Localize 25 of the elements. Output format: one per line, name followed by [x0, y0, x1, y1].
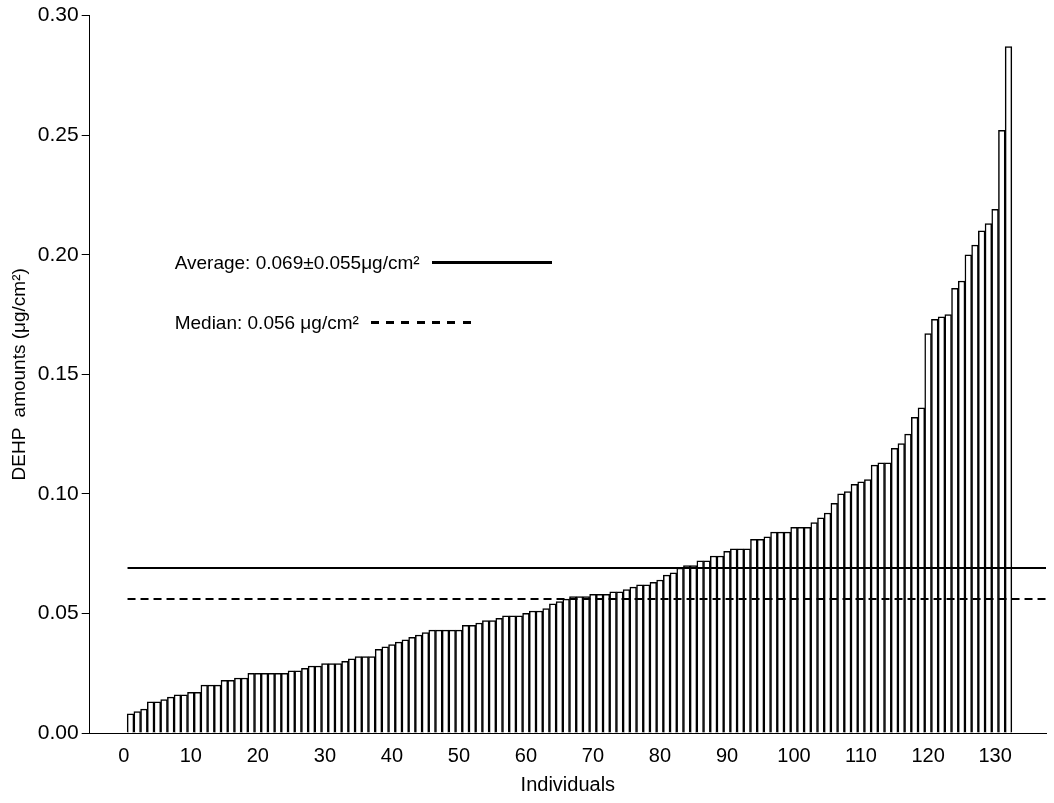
x-tick-label: 20 — [246, 743, 269, 766]
x-tick-label: 80 — [648, 743, 672, 766]
x-tick-label: 40 — [380, 743, 404, 766]
y-tick-label: 0.00 — [37, 719, 79, 743]
y-tick-label: 0.10 — [37, 480, 79, 504]
legend-label: Average: 0.069±0.055μg/cm² — [174, 251, 420, 274]
x-tick-label: 10 — [179, 743, 202, 766]
legend-label: Median: 0.056 μg/cm² — [174, 311, 359, 334]
x-tick-label: 100 — [777, 743, 811, 766]
y-tick-label: 0.25 — [37, 121, 79, 145]
x-tick-label: 110 — [845, 743, 877, 766]
x-tick-label: 60 — [514, 743, 538, 766]
y-tick-label: 0.30 — [37, 2, 79, 26]
y-tick-label: 0.05 — [37, 600, 79, 624]
x-tick-label: 120 — [911, 743, 945, 766]
y-axis-title: DEHP amounts (μg/cm²) — [7, 268, 29, 481]
x-axis-title: Individuals — [520, 772, 616, 795]
x-tick-label: 0 — [118, 743, 130, 766]
y-tick-label: 0.20 — [37, 241, 79, 265]
x-tick-label: 50 — [447, 743, 471, 766]
x-tick-label: 90 — [715, 743, 739, 766]
y-tick-label: 0.15 — [37, 361, 79, 385]
x-tick-label: 130 — [978, 743, 1012, 766]
x-tick-label: 30 — [313, 743, 337, 766]
x-tick-label: 70 — [581, 743, 605, 766]
